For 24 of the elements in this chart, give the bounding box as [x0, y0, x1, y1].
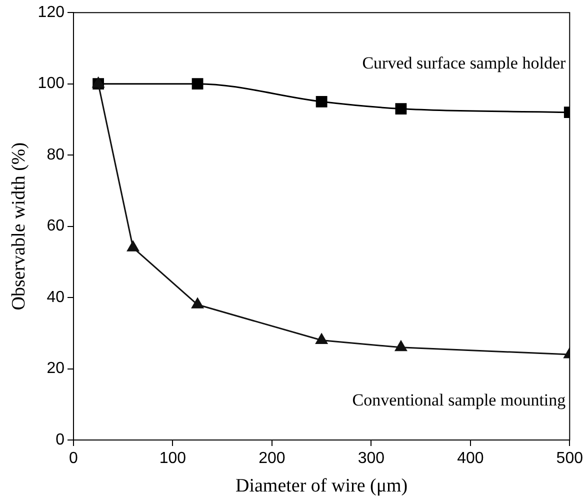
x-tick-label: 0 — [69, 450, 78, 468]
series-label: Curved surface sample holder — [362, 53, 566, 72]
y-tick-label: 0 — [56, 431, 65, 448]
x-axis-title: Diameter of wire (μm) — [235, 476, 408, 497]
y-tick-label: 40 — [46, 288, 65, 306]
point — [127, 240, 139, 252]
x-tick-label: 400 — [457, 450, 484, 468]
point — [316, 334, 328, 344]
x-tick-label: 100 — [159, 450, 186, 468]
x-tick-label: 200 — [258, 450, 286, 468]
series-label: Conventional sample mounting — [352, 390, 566, 410]
y-tick-label: 60 — [46, 218, 65, 235]
y-tick-label: 80 — [46, 146, 65, 164]
y-axis-title: Observable width (%) — [8, 142, 30, 310]
point — [192, 298, 204, 308]
point — [395, 103, 407, 114]
point — [395, 340, 407, 352]
x-tick-label: 300 — [358, 450, 385, 468]
x-tick-label: 500 — [556, 450, 584, 468]
y-tick-label: 20 — [46, 360, 65, 378]
y-tick-label: 100 — [38, 75, 65, 92]
y-tick-label: 120 — [38, 4, 65, 22]
point — [192, 78, 204, 90]
point — [316, 96, 328, 108]
